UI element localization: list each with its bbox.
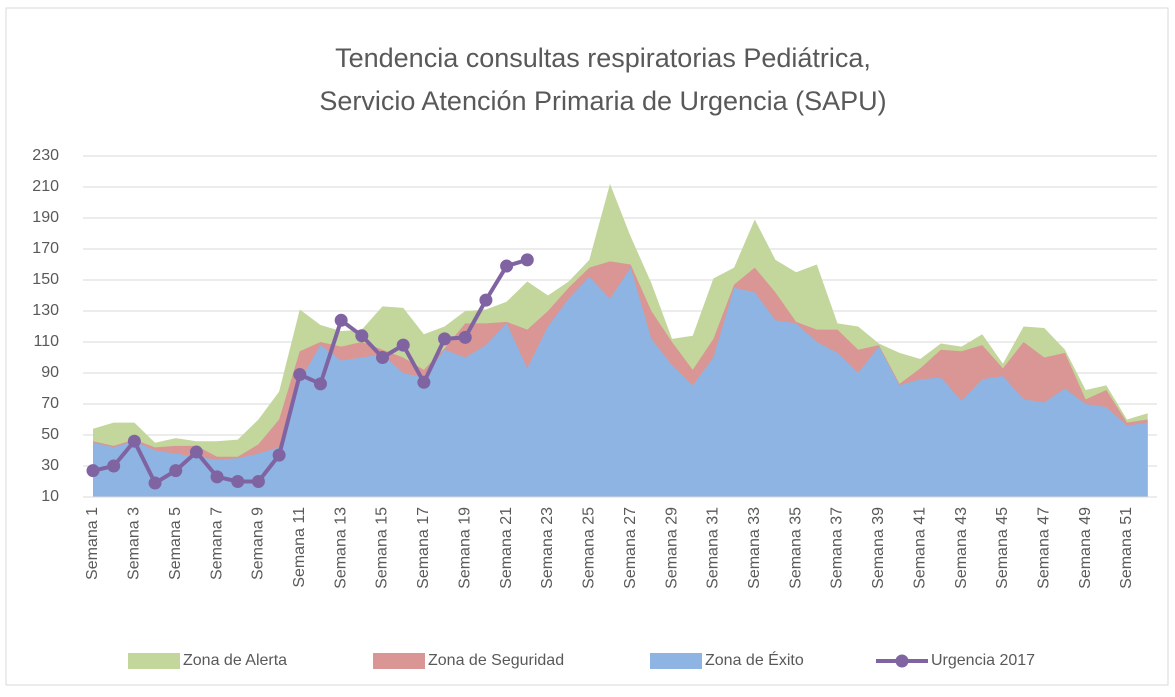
- x-tick-label: Semana 1: [84, 507, 101, 580]
- x-tick-label: Semana 19: [456, 507, 473, 589]
- x-tick-label: Semana 11: [291, 507, 308, 588]
- y-tick-label: 10: [41, 488, 59, 505]
- y-tick-label: 130: [32, 302, 59, 319]
- y-tick-label: 170: [32, 240, 59, 257]
- marker: [148, 476, 162, 490]
- x-tick-label: Semana 25: [581, 507, 598, 589]
- marker: [210, 470, 224, 484]
- chart-title: Servicio Atención Primaria de Urgencia (…: [319, 86, 886, 116]
- marker: [396, 338, 410, 352]
- marker: [479, 293, 493, 307]
- legend-swatch: [373, 653, 425, 669]
- marker: [438, 332, 452, 346]
- area: [93, 267, 1148, 497]
- x-tick-label: Semana 47: [1035, 507, 1052, 589]
- x-tick-label: Semana 23: [539, 507, 556, 589]
- y-tick-label: 110: [33, 333, 59, 350]
- x-tick-label: Semana 49: [1077, 507, 1094, 589]
- x-tick-label: Semana 35: [787, 507, 804, 589]
- legend-label: Zona de Alerta: [183, 652, 287, 669]
- x-tick-label: Semana 27: [622, 507, 639, 589]
- marker: [169, 464, 183, 478]
- marker: [231, 475, 245, 488]
- marker: [334, 313, 348, 327]
- marker: [520, 253, 534, 267]
- x-tick-label: Semana 33: [746, 507, 763, 589]
- line: [92, 257, 528, 486]
- marker: [251, 475, 265, 488]
- legend-swatch: [650, 653, 702, 669]
- x-tick-label: Semana 41: [911, 507, 928, 589]
- marker: [107, 459, 121, 473]
- x-tick-label: Semana 39: [870, 507, 887, 589]
- y-tick-label: 70: [41, 395, 59, 412]
- marker: [127, 434, 141, 448]
- x-tick-label: Semana 17: [415, 507, 432, 589]
- marker: [417, 375, 431, 389]
- x-tick-label: Semana 29: [663, 507, 680, 589]
- legend-label: Urgencia 2017: [931, 652, 1035, 669]
- legend-marker: [895, 654, 909, 668]
- x-tick-label: Semana 51: [1118, 507, 1135, 589]
- marker: [293, 368, 307, 382]
- y-tick-label: 150: [32, 271, 59, 288]
- marker: [458, 330, 472, 344]
- legend-label: Zona de Éxito: [705, 650, 804, 669]
- marker: [355, 329, 369, 343]
- x-tick-label: Semana 9: [250, 507, 267, 580]
- y-tick-label: 90: [41, 364, 59, 381]
- y-tick-label: 230: [32, 147, 59, 164]
- marker: [376, 351, 390, 364]
- x-tick-label: Semana 43: [953, 507, 970, 589]
- y-tick-label: 50: [41, 426, 59, 443]
- x-tick-label: Semana 21: [498, 507, 515, 589]
- x-tick-label: Semana 15: [374, 507, 391, 589]
- marker: [272, 448, 286, 462]
- legend-swatch: [128, 653, 180, 669]
- x-tick-label: Semana 5: [167, 507, 184, 580]
- x-tick-label: Semana 7: [208, 507, 225, 580]
- x-tick-label: Semana 13: [332, 507, 349, 589]
- y-tick-label: 210: [32, 178, 59, 195]
- marker: [86, 464, 100, 478]
- y-tick-label: 30: [41, 457, 59, 474]
- chart-title: Tendencia consultas respiratorias Pediát…: [335, 43, 871, 73]
- legend-label: Zona de Seguridad: [428, 652, 564, 669]
- y-tick-label: 190: [32, 209, 59, 226]
- x-tick-label: Semana 31: [705, 507, 722, 589]
- x-tick-label: Semana 37: [829, 507, 846, 589]
- marker: [500, 259, 514, 273]
- x-tick-label: Semana 3: [126, 507, 143, 580]
- x-tick-label: Semana 45: [994, 507, 1011, 589]
- marker: [189, 445, 203, 459]
- marker: [313, 377, 327, 391]
